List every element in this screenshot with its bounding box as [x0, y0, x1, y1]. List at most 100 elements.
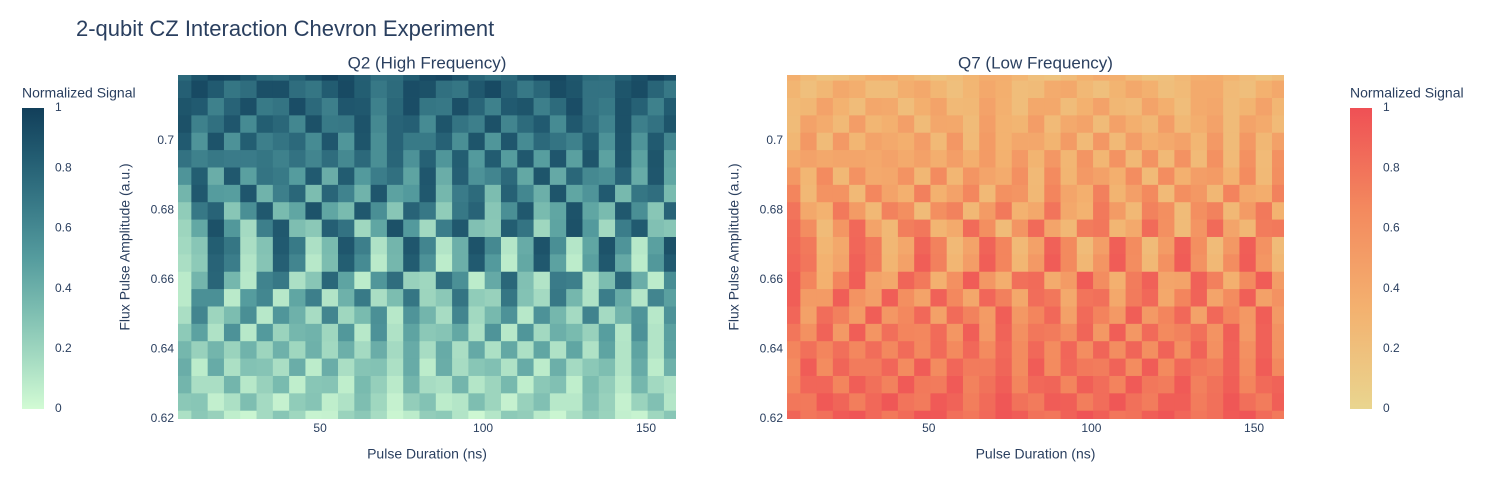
heatmap-cell	[403, 375, 420, 394]
heatmap-cell	[897, 288, 915, 307]
heatmap-cell	[816, 288, 834, 307]
heatmap-cell	[1271, 358, 1284, 376]
heatmap-cell	[1060, 306, 1078, 324]
heatmap-cell	[533, 410, 551, 419]
heatmap-cell	[178, 358, 192, 376]
heatmap-cell	[1158, 236, 1175, 255]
heatmap-cell	[1174, 253, 1192, 272]
heatmap-cell	[566, 149, 583, 168]
heatmap-cell	[962, 149, 980, 168]
heatmap-cell	[403, 80, 420, 98]
heatmap-cell	[598, 375, 616, 394]
heatmap-cell	[354, 271, 372, 290]
heatmap-cell	[1239, 253, 1257, 272]
heatmap-cell	[1255, 410, 1273, 419]
heatmap-cell	[533, 149, 551, 168]
heatmap-cell	[484, 306, 502, 324]
heatmap-cell	[354, 392, 372, 411]
heatmap-cell	[946, 132, 964, 151]
heatmap-cell	[207, 97, 225, 116]
heatmap-cell	[832, 271, 850, 290]
heatmap-cell	[484, 358, 502, 376]
heatmap-cell	[549, 149, 567, 168]
heatmap-cell	[1141, 306, 1159, 324]
heatmap-cell	[663, 410, 676, 419]
heatmap-cell	[647, 392, 665, 411]
heatmap-cell	[386, 97, 404, 116]
heatmap-cell	[995, 80, 1013, 98]
heatmap-cell	[338, 306, 355, 324]
heatmap-cell	[1093, 358, 1110, 376]
heatmap-cell	[816, 219, 834, 237]
heatmap-cell	[566, 236, 583, 255]
heatmap-cell	[305, 271, 323, 290]
heatmap-cell	[832, 149, 850, 168]
heatmap-cell	[240, 271, 257, 290]
heatmap-cell	[787, 340, 801, 359]
heatmap-cell	[647, 97, 665, 116]
heatmap-cell	[1223, 149, 1240, 168]
heatmap-cell	[663, 323, 676, 342]
heatmap-cell	[1076, 323, 1094, 342]
heatmap-cell	[582, 219, 600, 237]
heatmap-cell	[1141, 167, 1159, 185]
heatmap-cell	[178, 114, 192, 133]
heatmap-cell	[354, 236, 372, 255]
heatmap-cell	[1206, 340, 1224, 359]
heatmap-cell	[566, 306, 583, 324]
heatmap-cell	[930, 340, 948, 359]
heatmap-cell	[1093, 392, 1110, 411]
heatmap-cell	[1206, 306, 1224, 324]
heatmap-cell	[468, 201, 486, 220]
heatmap-cell	[1141, 340, 1159, 359]
heatmap-cell	[321, 75, 339, 81]
heatmap-cell	[305, 75, 323, 81]
heatmap-cell	[289, 167, 306, 185]
heatmap-cell	[631, 253, 649, 272]
heatmap-cell	[946, 392, 964, 411]
heatmap-cell	[1028, 410, 1045, 419]
heatmap-cell	[962, 358, 980, 376]
heatmap-cell	[946, 167, 964, 185]
heatmap-cell	[787, 358, 801, 376]
heatmap-cell	[615, 288, 632, 307]
heatmap-cell	[881, 80, 899, 98]
heatmap-cell	[849, 410, 866, 419]
heatmap-cell	[452, 410, 469, 419]
heatmap-cell	[452, 253, 469, 272]
heatmap-cell	[1011, 80, 1029, 98]
heatmap-cell	[849, 375, 866, 394]
heatmap-cell	[500, 167, 518, 185]
heatmap-cell	[865, 149, 883, 168]
heatmap-cell	[663, 340, 676, 359]
heatmap-cell	[1190, 392, 1208, 411]
heatmap-cell	[615, 75, 632, 81]
heatmap-cell	[223, 132, 241, 151]
heatmap-cell	[1190, 80, 1208, 98]
heatmap-cell	[321, 219, 339, 237]
heatmap-cell	[930, 236, 948, 255]
heatmap-cell	[1093, 253, 1110, 272]
heatmap-cell	[370, 271, 388, 290]
heatmap-cell	[338, 288, 355, 307]
heatmap-cell	[354, 340, 372, 359]
heatmap-cell	[549, 184, 567, 203]
heatmap-cell	[549, 219, 567, 237]
heatmap-cell	[1125, 392, 1143, 411]
heatmap-cell	[631, 184, 649, 203]
heatmap-cell	[849, 253, 866, 272]
heatmap-cell	[816, 201, 834, 220]
heatmap-cell	[386, 167, 404, 185]
heatmap-cell	[370, 184, 388, 203]
heatmap-cell	[615, 392, 632, 411]
colorbar-title: Normalized Signal	[22, 85, 136, 101]
heatmap-cell	[240, 253, 257, 272]
heatmap-cell	[995, 323, 1013, 342]
heatmap-cell	[930, 219, 948, 237]
heatmap-cell	[1076, 167, 1094, 185]
heatmap-cell	[468, 236, 486, 255]
heatmap-cell	[995, 288, 1013, 307]
heatmap-cell	[849, 75, 866, 81]
heatmap-cell	[566, 184, 583, 203]
heatmap-cell	[549, 392, 567, 411]
